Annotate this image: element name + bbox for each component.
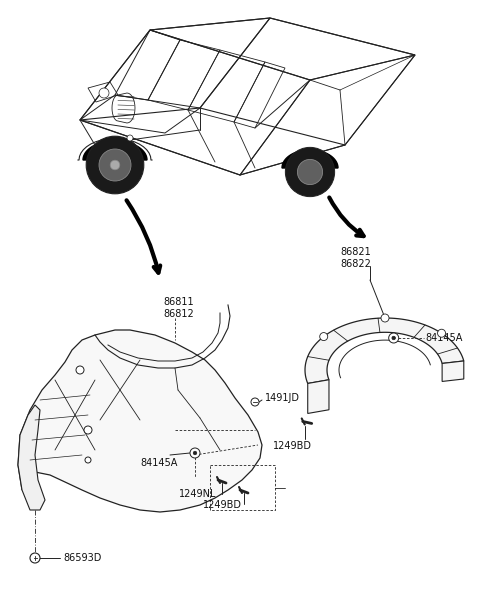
Circle shape [110,160,120,170]
Polygon shape [308,380,329,414]
Text: 1249BD: 1249BD [203,500,241,510]
Circle shape [99,149,131,181]
Circle shape [251,398,259,406]
Circle shape [85,457,91,463]
Text: 1491JD: 1491JD [265,393,300,403]
Circle shape [86,136,144,194]
Circle shape [320,333,328,341]
Text: 1249BD: 1249BD [273,441,312,452]
Text: 86593D: 86593D [63,553,101,563]
Polygon shape [282,150,338,168]
Circle shape [99,88,109,98]
Circle shape [389,333,399,343]
Circle shape [438,329,445,337]
Text: 86811: 86811 [163,297,193,307]
Circle shape [193,451,197,455]
Polygon shape [83,141,147,160]
Circle shape [285,147,335,197]
Circle shape [298,159,323,185]
Text: 84145A: 84145A [140,458,178,468]
Circle shape [30,553,40,563]
Polygon shape [18,405,45,510]
Text: 86812: 86812 [163,309,194,319]
Polygon shape [305,318,464,384]
Circle shape [84,426,92,434]
Circle shape [190,448,200,458]
Circle shape [392,336,396,339]
Text: 86822: 86822 [340,259,371,269]
Text: 84145A: 84145A [426,333,463,343]
Polygon shape [442,361,464,382]
Circle shape [381,314,389,322]
Text: 86821: 86821 [340,247,371,257]
Polygon shape [18,330,262,512]
Text: 1249NL: 1249NL [179,489,217,499]
Circle shape [127,135,133,141]
Circle shape [76,366,84,374]
